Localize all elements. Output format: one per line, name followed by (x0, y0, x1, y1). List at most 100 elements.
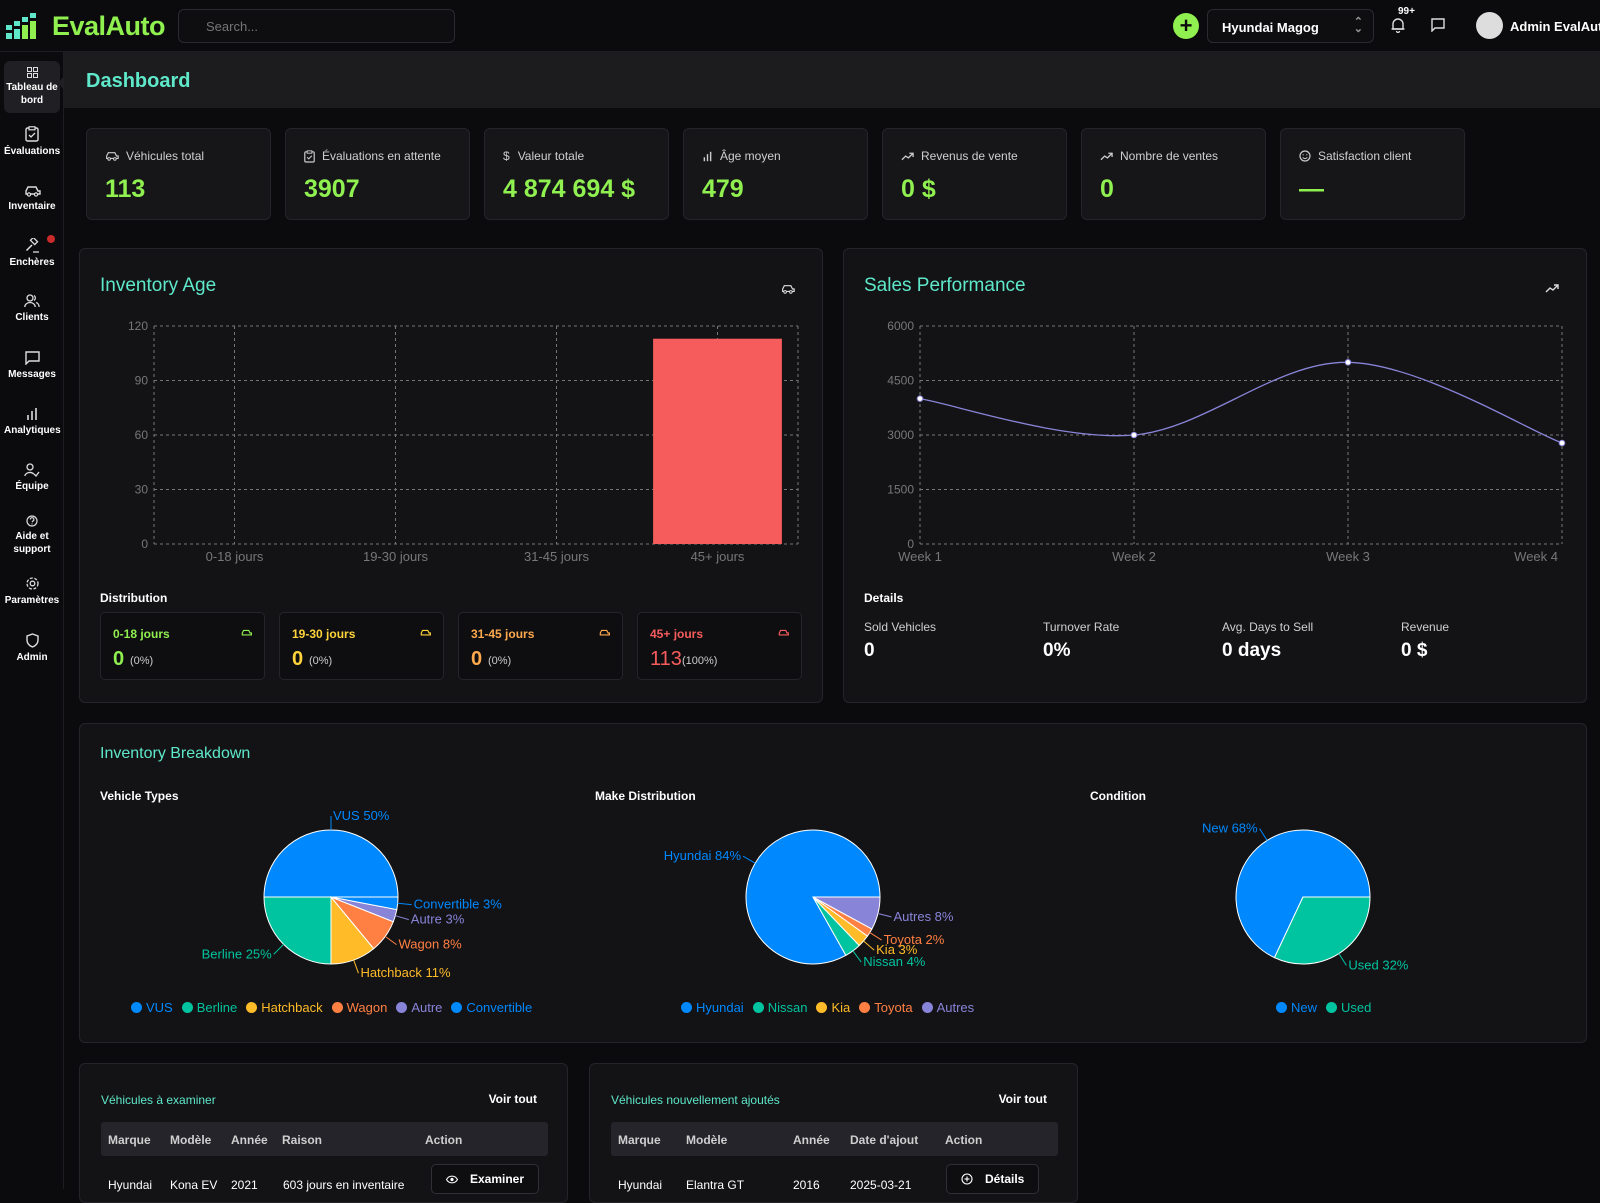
condition-legend: New Used (1276, 1000, 1371, 1015)
distribution-card[interactable]: 45+ jours 113 (100%) (637, 612, 802, 680)
legend-swatch (921, 1002, 933, 1013)
sidebar-item-messages[interactable]: Messages (4, 351, 60, 381)
distribution-card[interactable]: 0-18 jours 0 (0%) (100, 612, 265, 680)
details-button[interactable]: Détails (946, 1164, 1040, 1194)
kpi-card-customer-satisfaction[interactable]: Satisfaction client — (1280, 128, 1465, 220)
chat-icon[interactable] (1431, 18, 1445, 32)
legend-item[interactable]: Used (1326, 1000, 1371, 1015)
examine-button[interactable]: Examiner (431, 1164, 540, 1194)
cell-model: Elantra GT (686, 1178, 745, 1192)
legend-label: Convertible (466, 1000, 533, 1015)
view-all-link[interactable]: Voir tout (488, 1092, 537, 1106)
kpi-card-total-value[interactable]: $ Valeur totale 4 874 694 $ (484, 128, 669, 220)
legend-swatch (246, 1002, 258, 1013)
avatar[interactable] (1476, 12, 1503, 39)
condition-title: Condition (1090, 789, 1146, 803)
legend-swatch (1326, 1002, 1338, 1013)
details-title: Details (864, 591, 904, 605)
kpi-value: 0 (1100, 175, 1114, 203)
x-tick-label: Week 1 (898, 549, 942, 564)
slice-label: New 68% (1202, 821, 1258, 836)
legend-item[interactable]: Hyundai (681, 1000, 744, 1015)
kpi-card-sales-count[interactable]: Nombre de ventes 0 (1081, 128, 1266, 220)
legend-label: Wagon (346, 1000, 388, 1015)
legend-item[interactable]: Autre (396, 1000, 442, 1015)
kpi-card-sales-revenue[interactable]: Revenus de vente 0 $ (882, 128, 1067, 220)
sidebar-item-analytics[interactable]: Analytiques (4, 407, 61, 437)
column-header[interactable]: Modèle (686, 1133, 728, 1147)
column-header[interactable]: Action (425, 1133, 463, 1147)
trend-icon[interactable] (1545, 284, 1559, 293)
distribution-card[interactable]: 19-30 jours 0 (0%) (279, 612, 444, 680)
legend-label: Hyundai (696, 1000, 744, 1015)
search-input[interactable] (178, 9, 455, 43)
column-header[interactable]: Année (793, 1133, 830, 1147)
notification-badge: 99+ (1398, 6, 1415, 17)
sidebar-item-label: Aide et support (13, 531, 51, 555)
sidebar-item-inventory[interactable]: Inventaire (4, 185, 60, 213)
column-header[interactable]: Marque (618, 1133, 661, 1147)
sidebar-item-auctions[interactable]: Enchères (4, 238, 60, 269)
car-icon[interactable] (781, 284, 795, 294)
cell-year: 2016 (793, 1178, 820, 1192)
view-all-link[interactable]: Voir tout (998, 1092, 1047, 1106)
kpi-card-average-age[interactable]: Âge moyen 479 (683, 128, 868, 220)
legend-item[interactable]: Hatchback (246, 1000, 323, 1015)
sidebar-item-label: Clients (15, 312, 49, 323)
sales-line-chart: 0 1500 3000 4500 6000 Week 1 Week 2 Week 3 Week … (887, 319, 1566, 564)
legend-item[interactable]: Nissan (752, 1000, 807, 1015)
kpi-value: 0 $ (901, 175, 936, 203)
sidebar-item-settings[interactable]: Paramètres (4, 576, 60, 607)
y-tick-label: 0 (907, 537, 914, 551)
column-header[interactable]: Action (945, 1133, 983, 1147)
legend-label: Toyota (874, 1000, 913, 1015)
column-header[interactable]: Marque (108, 1133, 151, 1147)
sidebar-item-admin[interactable]: Admin (4, 633, 60, 664)
sidebar-item-dashboard[interactable]: Tableau de bord (4, 61, 60, 113)
column-header[interactable]: Date d'ajout (850, 1133, 919, 1147)
label-leader (1338, 953, 1347, 966)
user-name[interactable]: Admin EvalAuto (1510, 19, 1600, 34)
dashboard-icon (26, 67, 38, 78)
legend-item[interactable]: Convertible (451, 1000, 532, 1015)
legend-item[interactable]: Wagon (331, 1000, 388, 1015)
add-button[interactable]: + (1173, 13, 1199, 39)
legend-item[interactable]: VUS (131, 1000, 173, 1015)
cell-model: Kona EV (170, 1178, 218, 1192)
dealer-select[interactable]: Hyundai Magog ⌃ ⌄ (1207, 9, 1374, 43)
label-leader (877, 913, 892, 918)
bucket-label: 0-18 jours (113, 627, 170, 641)
bell-icon[interactable] (1391, 18, 1405, 33)
legend-item[interactable]: New (1276, 1000, 1317, 1015)
slice-label: Kia 3% (876, 942, 918, 957)
car-icon (241, 629, 252, 636)
column-header[interactable]: Raison (282, 1133, 323, 1147)
kpi-label: Âge moyen (720, 149, 781, 163)
kpi-card-pending-evaluations[interactable]: Évaluations en attente 3907 (285, 128, 470, 220)
legend-item[interactable]: Berline (181, 1000, 237, 1015)
sidebar-item-clients[interactable]: Clients (4, 294, 60, 324)
car-icon (599, 629, 610, 636)
column-header[interactable]: Modèle (170, 1133, 212, 1147)
bar-chart-icon (27, 408, 37, 420)
sidebar-item-team[interactable]: Équipe (4, 463, 60, 493)
column-header[interactable]: Année (231, 1133, 268, 1147)
page-title: Dashboard (86, 70, 191, 92)
slice-label: Berline 25% (202, 946, 273, 961)
legend-item[interactable]: Toyota (859, 1000, 913, 1015)
sidebar: Tableau de bord Évaluations Inventaire E… (0, 52, 64, 1189)
detail-label: Revenue (1401, 620, 1450, 634)
legend-swatch (681, 1002, 692, 1013)
legend-item[interactable]: Kia (816, 1000, 850, 1015)
cell-year: 2021 (231, 1178, 258, 1192)
sidebar-item-evaluations[interactable]: Évaluations (4, 126, 60, 158)
distribution-card[interactable]: 31-45 jours 0 (0%) (458, 612, 623, 680)
distribution-title: Distribution (100, 591, 168, 605)
legend-swatch (859, 1002, 871, 1013)
logo[interactable]: EvalAuto (6, 11, 166, 42)
kpi-card-total-vehicles[interactable]: Véhicules total 113 (86, 128, 271, 220)
legend-item[interactable]: Autres (921, 1000, 974, 1015)
sidebar-item-help[interactable]: Aide et support (4, 515, 60, 556)
x-tick-label: 19-30 jours (363, 549, 429, 564)
car-icon (778, 629, 789, 636)
